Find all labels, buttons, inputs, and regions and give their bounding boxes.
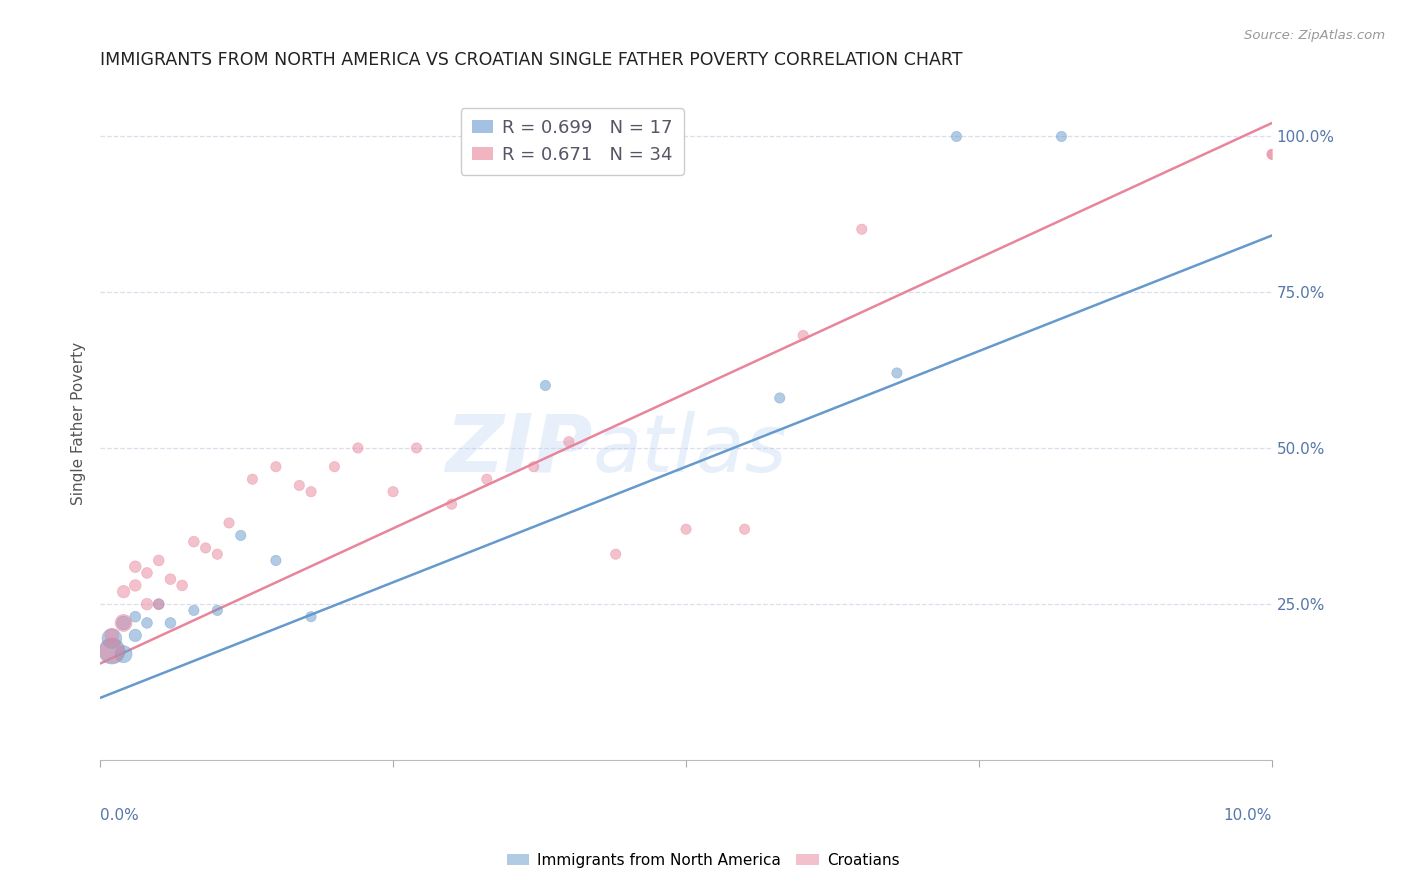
Point	[136, 615, 159, 630]
Point	[124, 559, 146, 574]
Point	[159, 615, 181, 630]
Point	[558, 434, 581, 449]
Point	[101, 632, 124, 646]
Point	[112, 615, 135, 630]
Point	[101, 628, 124, 642]
Text: ZIP: ZIP	[444, 411, 592, 489]
Text: Source: ZipAtlas.com: Source: ZipAtlas.com	[1244, 29, 1385, 42]
Point	[851, 222, 873, 236]
Point	[534, 378, 557, 392]
Point	[945, 128, 967, 143]
Point	[112, 584, 135, 599]
Point	[440, 497, 463, 511]
Legend: R = 0.699   N = 17, R = 0.671   N = 34: R = 0.699 N = 17, R = 0.671 N = 34	[461, 108, 683, 175]
Point	[1050, 128, 1073, 143]
Text: 0.0%: 0.0%	[100, 807, 139, 822]
Point	[148, 553, 170, 567]
Point	[382, 484, 405, 499]
Point	[288, 478, 311, 492]
Point	[264, 459, 287, 474]
Point	[183, 603, 205, 617]
Y-axis label: Single Father Poverty: Single Father Poverty	[72, 342, 86, 505]
Text: 10.0%: 10.0%	[1223, 807, 1272, 822]
Point	[218, 516, 240, 530]
Point	[101, 644, 124, 658]
Point	[148, 597, 170, 611]
Point	[124, 578, 146, 592]
Point	[194, 541, 217, 555]
Point	[207, 547, 229, 561]
Point	[405, 441, 427, 455]
Point	[886, 366, 908, 380]
Point	[242, 472, 264, 486]
Text: atlas: atlas	[592, 411, 787, 489]
Point	[112, 615, 135, 630]
Point	[605, 547, 627, 561]
Point	[299, 609, 322, 624]
Point	[172, 578, 194, 592]
Point	[347, 441, 370, 455]
Point	[1261, 147, 1284, 161]
Point	[112, 647, 135, 661]
Point	[159, 572, 181, 586]
Point	[769, 391, 792, 405]
Point	[299, 484, 322, 499]
Point	[323, 459, 346, 474]
Point	[475, 472, 498, 486]
Point	[523, 459, 546, 474]
Point	[264, 553, 287, 567]
Point	[675, 522, 697, 536]
Point	[734, 522, 756, 536]
Legend: Immigrants from North America, Croatians: Immigrants from North America, Croatians	[501, 847, 905, 873]
Point	[207, 603, 229, 617]
Text: IMMIGRANTS FROM NORTH AMERICA VS CROATIAN SINGLE FATHER POVERTY CORRELATION CHAR: IMMIGRANTS FROM NORTH AMERICA VS CROATIA…	[100, 51, 963, 69]
Point	[148, 597, 170, 611]
Point	[101, 644, 124, 658]
Point	[792, 328, 814, 343]
Point	[1261, 147, 1284, 161]
Point	[136, 566, 159, 580]
Point	[136, 597, 159, 611]
Point	[124, 609, 146, 624]
Point	[183, 534, 205, 549]
Point	[124, 628, 146, 642]
Point	[229, 528, 252, 542]
